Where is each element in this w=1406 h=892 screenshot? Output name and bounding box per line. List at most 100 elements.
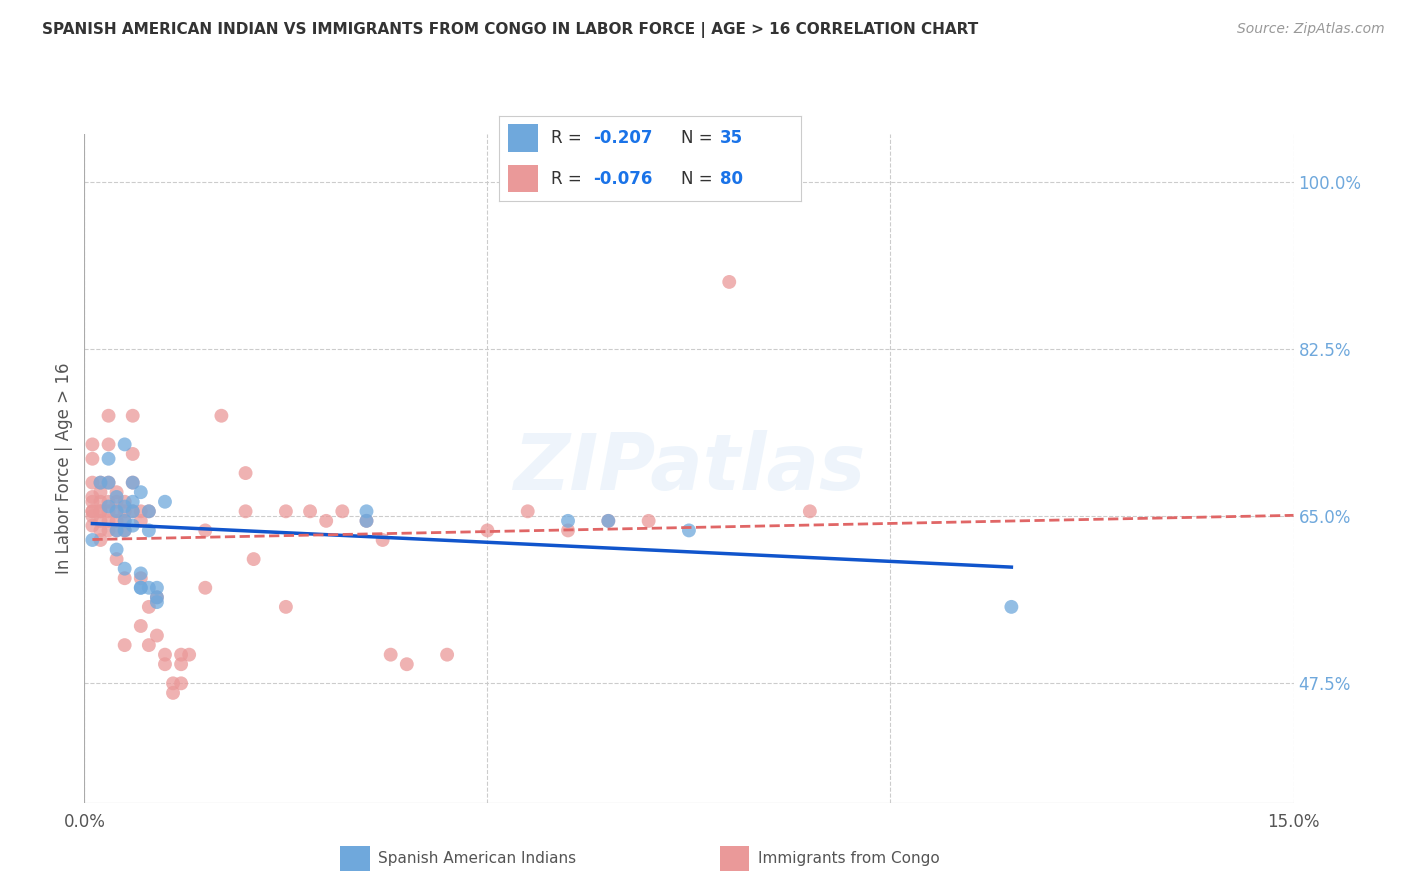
Point xyxy=(138,504,160,518)
Point xyxy=(129,514,152,528)
Point xyxy=(89,485,111,500)
Point xyxy=(1000,599,1022,614)
Point xyxy=(121,409,143,423)
Point xyxy=(89,504,111,518)
Point xyxy=(598,514,620,528)
Point xyxy=(170,657,193,672)
Text: N =: N = xyxy=(681,129,717,147)
Point xyxy=(146,591,169,605)
Point xyxy=(105,504,128,518)
Point xyxy=(162,686,184,700)
Point xyxy=(82,490,104,504)
Point xyxy=(89,475,111,490)
Y-axis label: In Labor Force | Age > 16: In Labor Force | Age > 16 xyxy=(55,362,73,574)
Point xyxy=(114,524,136,538)
Point xyxy=(114,437,136,451)
Point xyxy=(82,518,104,533)
Text: ZIPatlas: ZIPatlas xyxy=(513,430,865,507)
Text: R =: R = xyxy=(551,129,586,147)
Point xyxy=(121,447,143,461)
Bar xyxy=(508,165,538,192)
Text: 35: 35 xyxy=(720,129,742,147)
Point xyxy=(330,504,353,518)
Point xyxy=(718,275,741,289)
Point xyxy=(121,504,143,518)
Point xyxy=(598,514,620,528)
Point xyxy=(121,504,143,518)
Point xyxy=(557,524,579,538)
Text: -0.207: -0.207 xyxy=(593,129,652,147)
Point xyxy=(138,599,160,614)
Point xyxy=(138,638,160,652)
Text: Spanish American Indians: Spanish American Indians xyxy=(378,851,576,866)
Point xyxy=(114,638,136,652)
Point xyxy=(105,490,128,504)
Point xyxy=(274,504,297,518)
Point xyxy=(82,533,104,547)
Point xyxy=(129,581,152,595)
Point xyxy=(89,514,111,528)
Point xyxy=(114,571,136,585)
Point xyxy=(194,581,217,595)
Point xyxy=(97,524,120,538)
Point xyxy=(114,562,136,576)
Point xyxy=(82,504,104,518)
Point xyxy=(371,533,394,547)
Point xyxy=(97,475,120,490)
Point xyxy=(678,524,700,538)
Point xyxy=(153,494,176,508)
Point xyxy=(121,494,143,508)
Point xyxy=(105,504,128,518)
Text: SPANISH AMERICAN INDIAN VS IMMIGRANTS FROM CONGO IN LABOR FORCE | AGE > 16 CORRE: SPANISH AMERICAN INDIAN VS IMMIGRANTS FR… xyxy=(42,22,979,38)
Point xyxy=(121,475,143,490)
Point xyxy=(356,514,378,528)
Point xyxy=(153,657,176,672)
Point xyxy=(114,500,136,514)
Point xyxy=(105,485,128,500)
Point xyxy=(82,504,104,518)
Point xyxy=(162,676,184,690)
Point xyxy=(82,475,104,490)
Bar xyxy=(508,124,538,152)
Point xyxy=(299,504,322,518)
Point xyxy=(356,504,378,518)
Point xyxy=(89,475,111,490)
Point xyxy=(380,648,402,662)
Point xyxy=(179,648,201,662)
Text: Immigrants from Congo: Immigrants from Congo xyxy=(758,851,939,866)
Point xyxy=(89,494,111,508)
Point xyxy=(209,409,232,423)
Point xyxy=(105,524,128,538)
Text: 80: 80 xyxy=(720,169,742,187)
Point xyxy=(89,533,111,547)
Point xyxy=(105,552,128,566)
Point xyxy=(242,552,264,566)
Point xyxy=(637,514,659,528)
Point xyxy=(114,514,136,528)
Point xyxy=(89,524,111,538)
Point xyxy=(315,514,337,528)
Point xyxy=(146,581,169,595)
Point xyxy=(146,591,169,605)
Point xyxy=(89,504,111,518)
Point xyxy=(356,514,378,528)
Text: R =: R = xyxy=(551,169,586,187)
Point xyxy=(129,619,152,633)
Point xyxy=(235,504,257,518)
Point xyxy=(114,524,136,538)
Point xyxy=(97,504,120,518)
Point xyxy=(97,500,120,514)
Point xyxy=(170,648,193,662)
Point xyxy=(129,504,152,518)
Text: Source: ZipAtlas.com: Source: ZipAtlas.com xyxy=(1237,22,1385,37)
Point xyxy=(82,494,104,508)
Point xyxy=(97,451,120,466)
Point xyxy=(146,628,169,642)
Point xyxy=(105,542,128,557)
Point xyxy=(129,485,152,500)
Point xyxy=(97,475,120,490)
Bar xyxy=(720,847,749,871)
Point xyxy=(235,466,257,480)
Point xyxy=(138,524,160,538)
Text: N =: N = xyxy=(681,169,717,187)
